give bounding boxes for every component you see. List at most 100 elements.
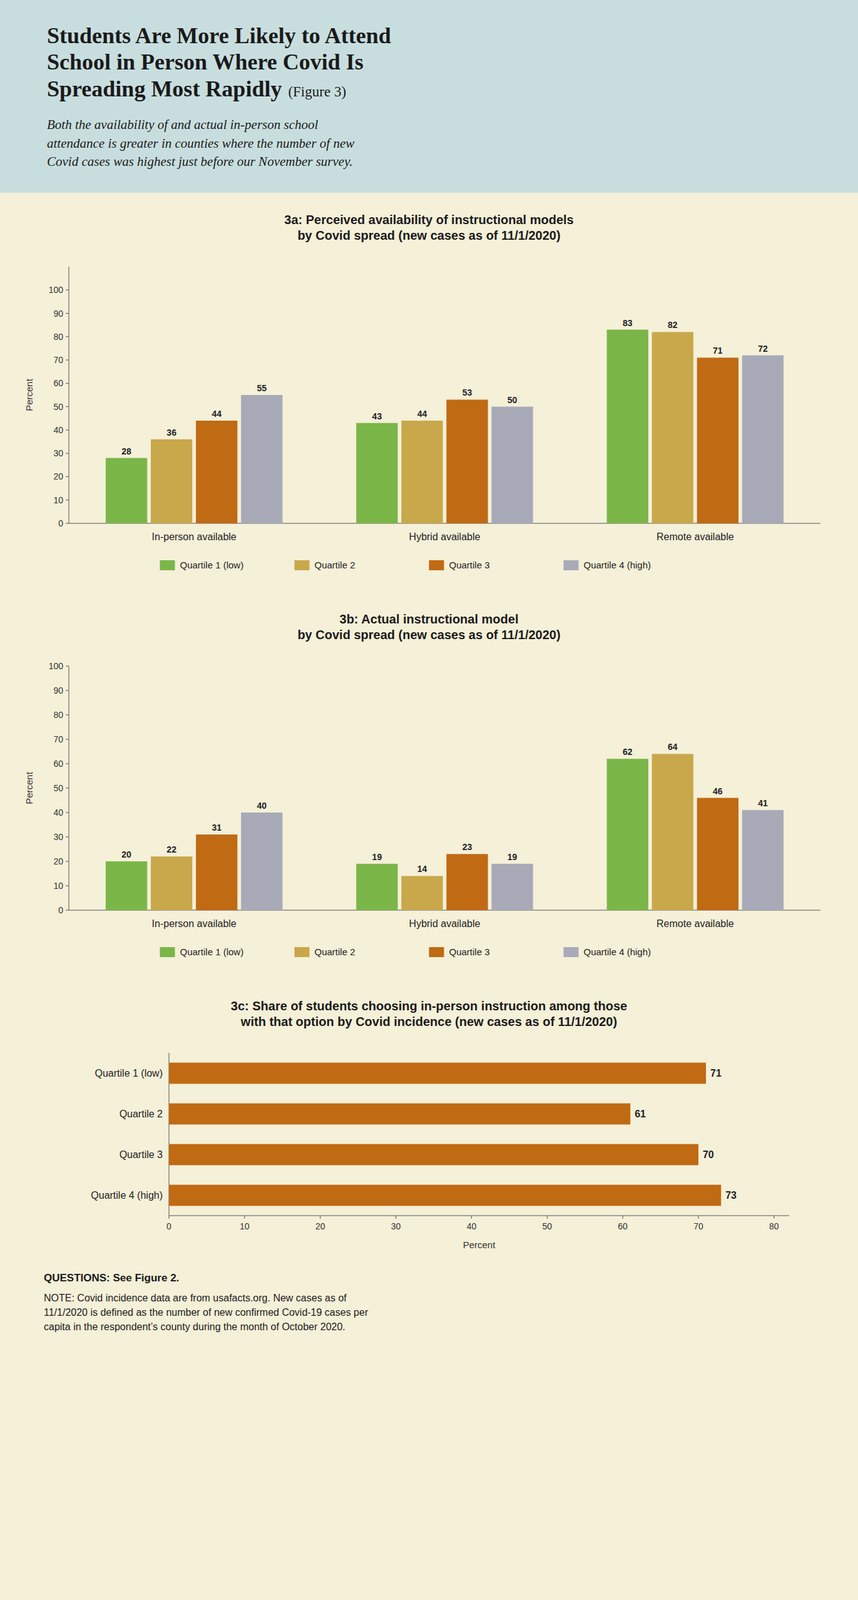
tick-mark xyxy=(697,1215,699,1219)
data-label: 55 xyxy=(256,383,267,394)
data-label: 46 xyxy=(712,785,723,796)
data-label: 19 xyxy=(372,851,383,862)
data-label: 23 xyxy=(462,841,473,852)
tick-label: 60 xyxy=(53,758,64,769)
tick-mark xyxy=(65,312,69,314)
bar xyxy=(652,331,694,524)
data-labels: 283644554344535083827172 xyxy=(121,317,768,456)
tick-mark xyxy=(65,665,69,666)
data-label: 40 xyxy=(256,800,267,811)
bar xyxy=(150,856,193,910)
category-label: Remote available xyxy=(656,531,735,542)
tick-label: 0 xyxy=(166,1220,172,1231)
tick-label: 40 xyxy=(53,807,64,818)
tick-mark xyxy=(622,1215,624,1219)
legend-label: Quartile 2 xyxy=(314,559,356,571)
tick-label: 90 xyxy=(53,685,64,696)
tick-label: 80 xyxy=(53,709,64,720)
text-line: by Covid spread (new cases as of 11/1/20… xyxy=(297,228,561,243)
legend-label: Quartile 2 xyxy=(314,946,356,957)
legend-label: Quartile 3 xyxy=(449,559,491,571)
legend-label: Quartile 3 xyxy=(449,946,491,957)
bar xyxy=(240,812,283,910)
bars xyxy=(105,329,784,523)
data-label: 36 xyxy=(166,426,177,437)
tick-mark xyxy=(471,1215,472,1219)
x-axis xyxy=(168,1214,790,1216)
tick-label: 70 xyxy=(693,1220,704,1231)
bar xyxy=(195,420,238,524)
bar xyxy=(491,406,533,523)
bar xyxy=(742,809,784,910)
bar xyxy=(168,1062,706,1084)
tick-label: 50 xyxy=(53,401,64,412)
bar xyxy=(356,422,398,523)
data-label: 31 xyxy=(211,822,222,833)
tick-label: 80 xyxy=(53,331,64,342)
tick-mark xyxy=(65,429,69,430)
bar xyxy=(168,1143,699,1165)
legend-swatch xyxy=(563,560,579,571)
data-label: 61 xyxy=(634,1107,646,1119)
tick-label: 80 xyxy=(769,1220,780,1231)
category-label: Quartile 2 xyxy=(119,1107,163,1119)
data-label: 19 xyxy=(507,851,518,862)
data-label: 22 xyxy=(166,844,177,855)
tick-label: 40 xyxy=(53,424,64,435)
bar xyxy=(168,1102,631,1124)
bar-chart: 3a: Perceived availability of instructio… xyxy=(0,204,858,593)
title: Students Are More Likely to Attend Schoo… xyxy=(46,22,812,103)
legend-swatch xyxy=(160,946,176,957)
data-labels: 202231401914231962644641 xyxy=(121,741,768,874)
data-label: 64 xyxy=(667,741,678,752)
tick-label: 40 xyxy=(466,1220,477,1231)
bar xyxy=(150,438,193,523)
data-label: 71 xyxy=(710,1067,722,1078)
data-label: 50 xyxy=(507,394,518,405)
tick-label: 0 xyxy=(58,904,64,915)
chart-title: 3c: Share of students choosing in-person… xyxy=(230,998,628,1029)
tick-mark xyxy=(65,738,69,740)
note: NOTE: Covid incidence data are from usaf… xyxy=(43,1290,815,1335)
text-line: 3a: Perceived availability of instructio… xyxy=(284,212,574,227)
legend-swatch xyxy=(429,946,445,957)
tick-label: 10 xyxy=(53,494,64,505)
legend-label: Quartile 4 (high) xyxy=(583,559,652,571)
tick-mark xyxy=(65,909,69,910)
tick-label: 20 xyxy=(53,471,64,482)
data-label: 41 xyxy=(757,797,768,808)
data-label: 44 xyxy=(417,408,428,419)
bar xyxy=(446,399,488,524)
charts: 3a: Perceived availability of instructio… xyxy=(0,204,858,1260)
bar xyxy=(356,863,398,910)
legend: Quartile 1 (low) Quartile 2 Quartile 3 Quar… xyxy=(160,946,652,957)
category-label: Quartile 3 xyxy=(119,1148,163,1160)
axis-label: Percent xyxy=(23,771,35,805)
tick-label: 50 xyxy=(53,782,64,793)
tick-label: 30 xyxy=(391,1220,402,1231)
bar xyxy=(697,797,739,910)
bar xyxy=(195,834,238,910)
tick-label: 70 xyxy=(53,734,64,745)
legend-label: Quartile 1 (low) xyxy=(180,559,245,571)
bar-chart: 3c: Share of students choosing in-person… xyxy=(0,990,858,1260)
legend-swatch xyxy=(294,946,310,957)
tick-label: 10 xyxy=(239,1220,250,1231)
tick-label: 60 xyxy=(53,377,64,389)
category-label: Hybrid available xyxy=(409,531,481,542)
text-line: 3c: Share of students choosing in-person… xyxy=(230,998,628,1013)
bar xyxy=(105,457,148,523)
tick-mark xyxy=(65,382,69,384)
tick-label: 20 xyxy=(315,1220,326,1231)
legend-label: Quartile 1 (low) xyxy=(180,946,245,957)
bar xyxy=(742,354,784,523)
tick-label: 100 xyxy=(48,284,64,295)
tick-mark xyxy=(773,1215,775,1219)
tick-label: 30 xyxy=(53,448,64,459)
bar xyxy=(401,875,443,910)
legend: Quartile 1 (low) Quartile 2 Quartile 3 Quar… xyxy=(160,559,652,571)
tick-mark xyxy=(65,336,69,337)
tick-mark xyxy=(65,714,69,715)
text-line: with that option by Covid incidence (new… xyxy=(240,1014,618,1029)
legend-label: Quartile 4 (high) xyxy=(583,946,652,957)
